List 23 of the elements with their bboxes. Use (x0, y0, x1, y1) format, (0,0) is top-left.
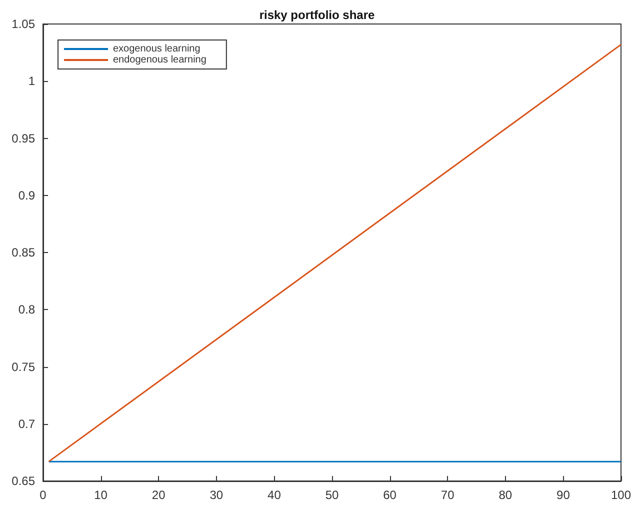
chart-title: risky portfolio share (259, 8, 376, 22)
x-tick-label: 70 (440, 488, 455, 502)
legend-label: exogenous learning (113, 44, 200, 54)
x-tick-label: 30 (210, 488, 224, 502)
x-tick-label: 0 (40, 488, 47, 502)
x-tick-label: 50 (325, 488, 339, 502)
x-tick-label: 40 (268, 488, 282, 502)
y-tick-label: 0.9 (18, 188, 36, 202)
x-tick-label: 90 (556, 488, 570, 502)
x-tick-label: 100 (610, 488, 632, 502)
y-tick-label: 1.05 (12, 17, 36, 31)
x-tick-label: 80 (498, 488, 512, 502)
x-tick-label: 20 (152, 488, 166, 502)
y-tick-label: 0.75 (12, 360, 36, 374)
y-tick-label: 0.8 (18, 302, 36, 317)
legend-label: endogenous learning (113, 54, 206, 66)
y-tick-label: 0.65 (12, 474, 36, 488)
y-tick-label: 0.95 (12, 131, 36, 146)
y-tick-label: 0.7 (18, 416, 36, 431)
x-tick-label: 60 (383, 488, 397, 502)
y-tick-label: 0.85 (12, 246, 36, 260)
y-tick-label: 1 (28, 74, 36, 88)
x-tick-label: 10 (94, 488, 108, 502)
